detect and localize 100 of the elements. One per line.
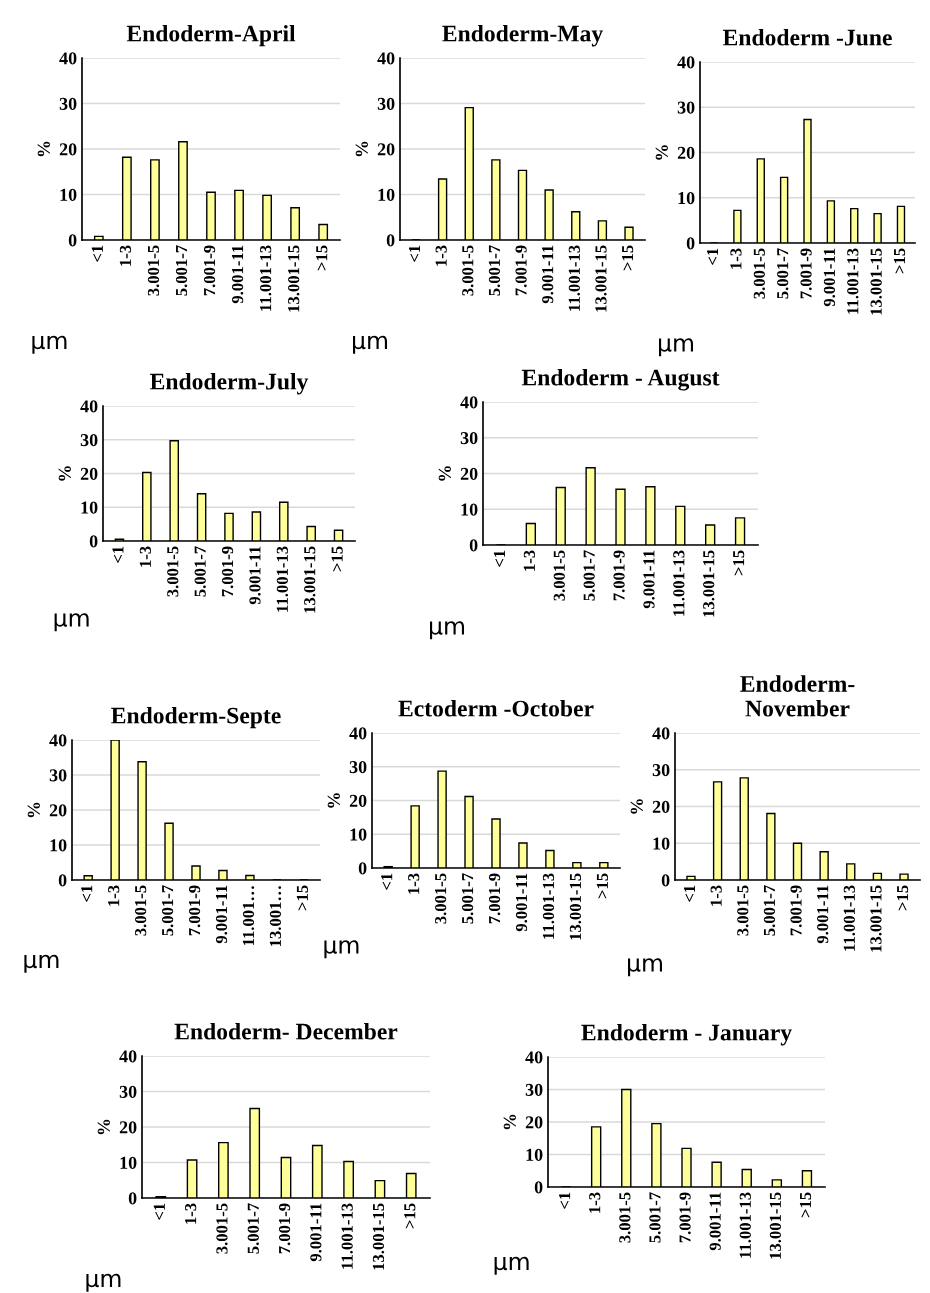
chart-title: Endoderm- December bbox=[174, 1022, 398, 1040]
x-tick-label: 5.001-7 bbox=[488, 245, 501, 296]
x-tick-label: 7.001-9 bbox=[679, 1192, 691, 1243]
y-tick-label: 30 bbox=[652, 764, 670, 777]
y-tick-label: 20 bbox=[80, 467, 98, 480]
y-tick-label: 30 bbox=[49, 769, 67, 782]
x-tick-label: >15 bbox=[404, 1203, 416, 1229]
x-tick-label: 13.001-15 bbox=[569, 873, 582, 940]
chart-title: Endoderm-Septe bbox=[111, 706, 281, 729]
x-tick-label: >15 bbox=[622, 245, 634, 271]
chart-title: Endoderm - August bbox=[521, 368, 720, 391]
x-tick-label: 7.001-9 bbox=[800, 248, 812, 299]
y-tick-label: 30 bbox=[349, 761, 367, 774]
x-tick-label: >15 bbox=[893, 248, 906, 274]
x-tick-label: >15 bbox=[799, 1192, 812, 1218]
x-axis-title: µm bbox=[430, 621, 465, 640]
x-tick-label: 13.001-15 bbox=[870, 248, 882, 315]
y-axis-title: % bbox=[438, 466, 451, 481]
x-tick-label: 3.001-5 bbox=[753, 248, 766, 299]
x-tick-label: >15 bbox=[733, 550, 745, 576]
x-tick-label: 5.001-7 bbox=[763, 885, 776, 936]
x-tick-label: 3.001-5 bbox=[147, 245, 160, 296]
x-tick-label: >15 bbox=[331, 546, 343, 572]
y-tick-label: 10 bbox=[526, 1148, 543, 1161]
x-tick-label: 5.001-7 bbox=[194, 546, 206, 597]
x-tick-label: 13.001… bbox=[269, 886, 282, 947]
x-tick-label: <1 bbox=[91, 245, 103, 262]
x-tick-label: 11.001-13 bbox=[843, 885, 856, 951]
y-tick-label: 20 bbox=[460, 467, 478, 480]
chart-title: Endoderm-July bbox=[150, 372, 309, 395]
y-tick-label: 40 bbox=[349, 727, 367, 740]
x-axis-title: µm bbox=[54, 613, 89, 632]
x-tick-label: 7.001-9 bbox=[515, 245, 527, 296]
y-tick-label: 10 bbox=[378, 188, 395, 201]
x-tick-label: >15 bbox=[316, 245, 328, 271]
x-tick-label: 9.001-11 bbox=[231, 245, 244, 304]
x-tick-label: 11.001-13 bbox=[739, 1192, 751, 1258]
chart-title: Endoderm-April bbox=[126, 24, 296, 47]
x-tick-label: 7.001-9 bbox=[278, 1203, 291, 1254]
y-tick-label: 20 bbox=[49, 804, 67, 817]
x-tick-label: 11.001-13 bbox=[276, 546, 289, 612]
chart-title: Endoderm - January bbox=[581, 1023, 792, 1046]
x-tick-label: 5.001-7 bbox=[649, 1192, 661, 1243]
x-tick-label: <1 bbox=[81, 885, 93, 902]
x-tick-label: <1 bbox=[112, 546, 124, 563]
x-tick-label: <1 bbox=[683, 885, 695, 902]
x-tick-label: 1-3 bbox=[119, 245, 132, 266]
y-tick-label: 20 bbox=[677, 146, 695, 159]
y-tick-label: 30 bbox=[377, 97, 395, 110]
y-tick-label: 20 bbox=[59, 143, 77, 156]
x-tick-label: 11.001-13 bbox=[568, 245, 581, 311]
x-tick-label: 11.001-13 bbox=[341, 1203, 353, 1269]
x-tick-label: <1 bbox=[493, 550, 505, 567]
x-tick-label: 13.001-15 bbox=[372, 1203, 385, 1270]
x-tick-label: 1-3 bbox=[408, 873, 420, 894]
x-tick-label: 9.001-11 bbox=[515, 873, 528, 932]
x-tick-label: 1-3 bbox=[435, 245, 447, 266]
x-tick-label: <1 bbox=[408, 245, 420, 262]
x-axis-title: µm bbox=[24, 954, 59, 973]
y-tick-label: 10 bbox=[678, 192, 695, 205]
y-tick-label: 0 bbox=[534, 1181, 543, 1194]
y-tick-label: 20 bbox=[525, 1116, 543, 1129]
x-tick-label: 3.001-5 bbox=[216, 1203, 228, 1254]
x-tick-label: 3.001-5 bbox=[619, 1192, 631, 1243]
x-tick-label: 5.001-7 bbox=[161, 885, 174, 936]
y-tick-label: 20 bbox=[377, 143, 395, 156]
x-tick-label: 11.001-13 bbox=[260, 245, 272, 311]
x-tick-label: 9.001-11 bbox=[249, 546, 261, 605]
chart-title: Ectoderm -October bbox=[398, 699, 594, 717]
x-axis-title: µm bbox=[86, 1273, 121, 1292]
x-tick-label: 13.001-15 bbox=[703, 550, 715, 617]
y-tick-label: 40 bbox=[460, 396, 478, 409]
x-tick-label: 3.001-5 bbox=[737, 885, 749, 936]
x-tick-label: 7.001-9 bbox=[221, 546, 234, 597]
x-tick-label: 1-3 bbox=[108, 885, 120, 906]
y-tick-label: 10 bbox=[50, 839, 67, 852]
y-tick-label: 0 bbox=[358, 862, 367, 875]
y-tick-label: 40 bbox=[525, 1051, 543, 1064]
x-tick-label: 5.001-7 bbox=[583, 550, 595, 601]
y-axis-title: % bbox=[630, 799, 643, 814]
y-tick-label: 0 bbox=[58, 874, 67, 887]
x-tick-label: 5.001-7 bbox=[175, 245, 188, 296]
x-tick-label: 7.001-9 bbox=[488, 873, 501, 924]
x-tick-label: 7.001-9 bbox=[790, 885, 802, 936]
y-tick-label: 40 bbox=[80, 400, 98, 413]
x-axis-title: µm bbox=[353, 335, 388, 354]
x-tick-label: 13.001-15 bbox=[769, 1192, 782, 1259]
x-tick-label: <1 bbox=[381, 873, 393, 890]
x-tick-label: 7.001-9 bbox=[203, 245, 216, 296]
x-tick-label: 7.001-9 bbox=[613, 550, 625, 601]
y-tick-label: 20 bbox=[119, 1121, 137, 1134]
x-axis-title: µm bbox=[494, 1256, 529, 1275]
x-tick-label: 9.001-11 bbox=[823, 248, 836, 307]
y-tick-label: 40 bbox=[677, 56, 695, 69]
y-tick-label: 0 bbox=[89, 535, 98, 548]
x-tick-label: 3.001-5 bbox=[135, 885, 147, 936]
x-tick-label: >15 bbox=[596, 873, 608, 899]
x-tick-label: >15 bbox=[296, 885, 308, 911]
y-tick-label: 0 bbox=[128, 1192, 137, 1205]
x-tick-label: 13.001-15 bbox=[304, 546, 316, 613]
